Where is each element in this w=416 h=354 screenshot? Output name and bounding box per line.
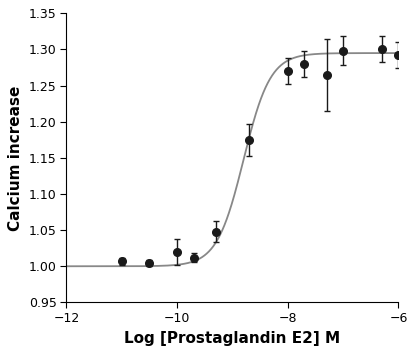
X-axis label: Log [Prostaglandin E2] M: Log [Prostaglandin E2] M [124,331,341,346]
Y-axis label: Calcium increase: Calcium increase [8,85,23,230]
